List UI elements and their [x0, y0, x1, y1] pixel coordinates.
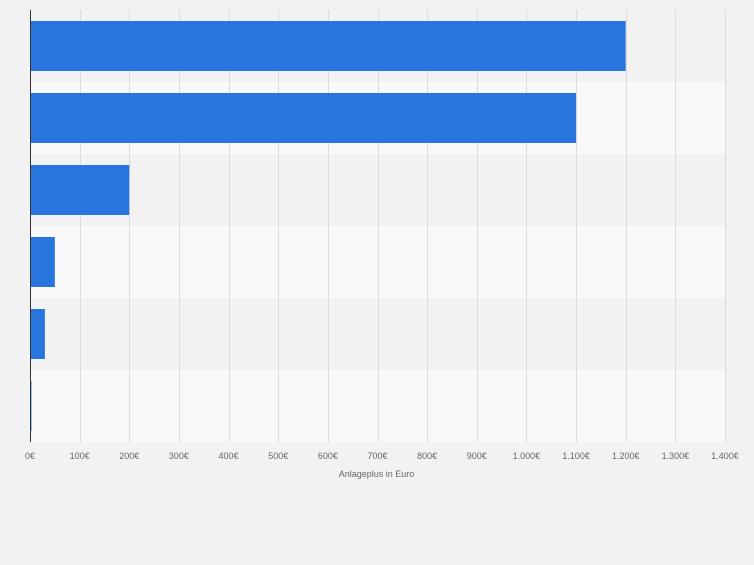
x-tick-label: 600€: [318, 451, 338, 461]
x-tick-label: 800€: [417, 451, 437, 461]
x-tick-label: 300€: [169, 451, 189, 461]
x-tick-label: 500€: [268, 451, 288, 461]
bar[interactable]: [30, 237, 55, 287]
x-tick-label: 100€: [70, 451, 90, 461]
x-axis-ticks: 0€ 100€ 200€ 300€ 400€ 500€ 600€ 700€ 800€ 900€ 1.…: [25, 451, 739, 461]
bar[interactable]: [30, 309, 45, 359]
x-tick-label: 1.100€: [562, 451, 590, 461]
x-tick-label: 1.200€: [612, 451, 640, 461]
x-tick-label: 900€: [467, 451, 487, 461]
x-tick-label: 1.000€: [513, 451, 541, 461]
x-tick-label: 700€: [367, 451, 387, 461]
x-tick-label: 200€: [119, 451, 139, 461]
bar[interactable]: [30, 165, 130, 215]
x-tick-label: 400€: [219, 451, 239, 461]
x-tick-label: 1.400€: [711, 451, 739, 461]
row-band: [30, 226, 725, 298]
gridlines: [80, 10, 726, 442]
x-tick-label: 1.300€: [662, 451, 690, 461]
bar[interactable]: [30, 93, 577, 143]
x-tick-label: 0€: [25, 451, 35, 461]
row-band: [30, 298, 725, 370]
bar[interactable]: [30, 21, 626, 71]
bars: [30, 21, 626, 431]
row-bands: [30, 10, 725, 442]
row-band: [30, 154, 725, 226]
row-band: [30, 370, 725, 442]
x-axis-title: Anlageplus in Euro: [339, 469, 415, 479]
